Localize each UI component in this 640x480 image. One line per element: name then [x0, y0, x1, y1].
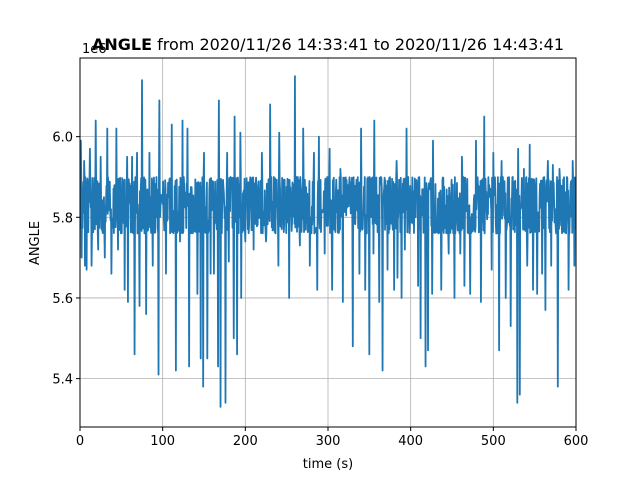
x-tick-label: 500 — [481, 434, 506, 449]
chart-title: ANGLE from 2020/11/26 14:33:41 to 2020/1… — [92, 35, 564, 54]
chart-title-bold: ANGLE — [92, 35, 152, 54]
x-tick-label: 400 — [398, 434, 423, 449]
y-axis-ticks: 5.4 5.6 5.8 6.0 — [52, 131, 80, 388]
y-tick-label: 6.0 — [52, 131, 73, 146]
chart-title-rest: from 2020/11/26 14:33:41 to 2020/11/26 1… — [152, 35, 564, 54]
x-axis-ticks: 0 100 200 300 400 500 600 — [76, 427, 589, 449]
x-tick-label: 600 — [564, 434, 589, 449]
x-tick-label: 0 — [76, 434, 84, 449]
y-axis-label: ANGLE — [28, 221, 43, 265]
x-tick-label: 200 — [233, 434, 258, 449]
x-tick-label: 100 — [150, 434, 175, 449]
y-tick-label: 5.8 — [52, 211, 73, 226]
y-offset-label: 1e6 — [82, 42, 107, 57]
x-tick-label: 300 — [316, 434, 341, 449]
y-tick-label: 5.4 — [52, 373, 73, 388]
series-layer — [80, 75, 576, 408]
y-tick-label: 5.6 — [52, 292, 73, 307]
x-axis-label: time (s) — [303, 457, 353, 472]
angle-series-line — [80, 75, 576, 408]
